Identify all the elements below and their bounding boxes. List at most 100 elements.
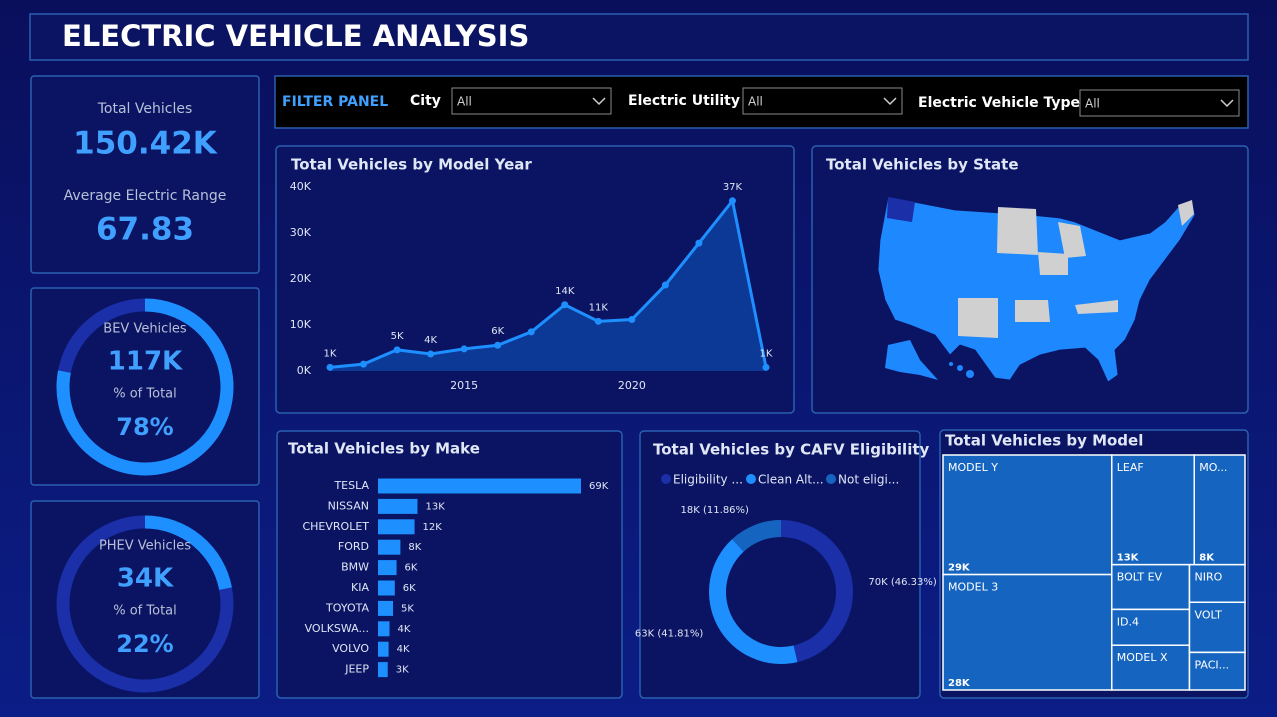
legend-label: Clean Alt... (758, 473, 824, 487)
x-tick-label: 2015 (450, 379, 478, 392)
bar (378, 621, 390, 637)
dropdown-chevron[interactable] (592, 97, 606, 106)
tile-label: MODEL 3 (948, 581, 998, 594)
gauge-value: 117K (108, 347, 183, 377)
tile-label: BOLT EV (1117, 571, 1163, 584)
chart-title: Total Vehicles by Make (288, 440, 480, 458)
filter-label: City (410, 93, 441, 109)
chart-title: Total Vehicles by CAFV Eligibility (653, 441, 930, 459)
bar-panel (276, 430, 623, 699)
donut-panel (639, 430, 921, 699)
data-label: 1K (324, 348, 337, 359)
treemap-tile (1111, 563, 1191, 611)
chart-title: Total Vehicles by State (826, 156, 1019, 174)
legend-marker (661, 474, 671, 484)
y-tick-label: 10K (290, 318, 312, 331)
data-label: 3K (396, 665, 409, 676)
tile-value: 28K (948, 678, 971, 689)
point (695, 239, 703, 247)
filter-dropdown[interactable] (742, 87, 903, 115)
gauge-arc (144, 515, 232, 591)
map-states (877, 196, 1196, 383)
map-state-top (887, 197, 915, 222)
treemap-tile (1111, 454, 1195, 566)
data-label: 37K (723, 182, 743, 193)
map-state-gray (1038, 252, 1068, 275)
bar (378, 478, 581, 494)
bar (378, 600, 394, 616)
category-label: VOLVO (332, 642, 369, 655)
tile-value: 29K (948, 563, 971, 574)
point (728, 197, 736, 205)
bar (378, 498, 418, 514)
dropdown-chevron[interactable] (883, 97, 897, 106)
tile-label: LEAF (1117, 461, 1144, 474)
gauge-label: BEV Vehicles (103, 322, 187, 337)
point (360, 360, 368, 368)
donut-segment (732, 520, 781, 552)
map-state-gray (1015, 300, 1050, 322)
bar (378, 539, 401, 555)
point (427, 350, 435, 358)
data-label: 4K (397, 644, 410, 655)
map-hawaii (957, 365, 963, 371)
point (661, 281, 669, 289)
kpi-value: 67.83 (96, 212, 194, 248)
tile-value: 8K (1199, 553, 1215, 564)
data-label: 5K (401, 603, 414, 614)
data-label: 6K (491, 326, 504, 337)
category-label: NISSAN (328, 499, 369, 512)
dropdown-chevron[interactable] (1220, 99, 1234, 108)
gauge-label: PHEV Vehicles (99, 539, 191, 554)
category-label: CHEVROLET (302, 520, 369, 533)
data-label: 14K (555, 286, 575, 297)
map-state-gray (1058, 222, 1086, 258)
bar (378, 662, 388, 678)
page-title: ELECTRIC VEHICLE ANALYSIS (62, 19, 529, 53)
filter-value: All (748, 95, 763, 109)
data-label: 4K (397, 624, 410, 635)
gauge-percent: 78% (116, 413, 173, 441)
filter-label: Electric Utility (628, 93, 740, 109)
category-label: VOLKSWA... (305, 622, 369, 635)
point (594, 317, 602, 325)
kpi-label: Total Vehicles (97, 101, 193, 117)
data-label: 11K (589, 302, 609, 313)
treemap-tile (1188, 563, 1246, 604)
tile-label: PACI... (1194, 658, 1229, 671)
filter-value: All (1085, 97, 1100, 111)
kpi-label: Average Electric Range (64, 188, 227, 204)
data-label: 63K (41.81%) (635, 628, 703, 639)
filter-dropdown[interactable] (1079, 89, 1240, 117)
filter-label: Electric Vehicle Type (918, 95, 1080, 111)
y-tick-label: 20K (290, 272, 312, 285)
gauge-sub-label: % of Total (113, 387, 177, 402)
data-label: 12K (423, 522, 443, 533)
category-label: TOYOTA (325, 601, 369, 614)
map-state-gray (1178, 200, 1194, 226)
donut-segment (709, 539, 798, 664)
filter-dropdown[interactable] (451, 87, 612, 115)
point (494, 341, 502, 349)
us-map (877, 196, 1196, 383)
donut-segment (781, 520, 853, 663)
tile-label: MODEL Y (948, 461, 998, 474)
data-label: 6K (403, 583, 416, 594)
point (561, 301, 569, 309)
tile-label: NIRO (1194, 571, 1222, 584)
point (326, 363, 334, 371)
map-alaska (885, 340, 938, 380)
data-label: 13K (425, 501, 445, 512)
point (393, 346, 401, 354)
chart-title: Total Vehicles by Model Year (291, 156, 532, 174)
treemap-tile (1188, 651, 1246, 691)
filter-title: FILTER PANEL (282, 94, 388, 110)
x-tick-label: 2020 (618, 379, 646, 392)
bar (378, 560, 397, 576)
category-label: KIA (351, 581, 369, 594)
map-state-gray (997, 207, 1038, 255)
point (527, 328, 535, 336)
legend-label: Eligibility ... (673, 473, 743, 487)
map-state-gray (1075, 300, 1118, 314)
y-tick-label: 30K (290, 226, 312, 239)
